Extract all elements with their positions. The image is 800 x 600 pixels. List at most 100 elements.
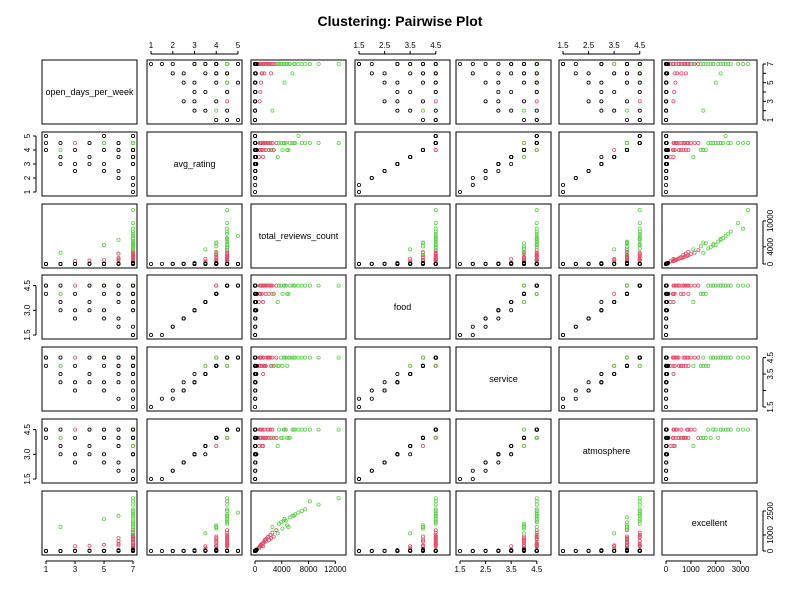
data-point — [678, 62, 683, 67]
data-point — [509, 90, 514, 95]
data-point — [408, 363, 413, 368]
data-point — [299, 140, 304, 145]
data-point — [269, 363, 274, 368]
data-point — [703, 241, 708, 246]
data-point — [170, 468, 175, 473]
data-point — [282, 80, 287, 85]
data-point — [264, 140, 269, 145]
data-point — [681, 62, 686, 67]
data-point — [116, 237, 121, 242]
data-point — [73, 460, 78, 465]
panel-food-vs-open_days_per_week — [41, 274, 138, 340]
data-point — [685, 355, 690, 360]
data-point — [271, 291, 276, 296]
y-tick-label: 4.5 — [23, 279, 32, 291]
data-point — [420, 118, 425, 123]
data-point — [691, 444, 696, 449]
data-point — [291, 140, 296, 145]
data-point — [683, 435, 688, 440]
data-point — [433, 528, 438, 533]
data-point — [599, 90, 604, 95]
data-point — [254, 308, 259, 313]
data-point — [624, 525, 629, 530]
data-point — [287, 140, 292, 145]
data-point — [706, 283, 711, 288]
y-tick-label: 1 — [23, 189, 32, 194]
data-point — [253, 388, 258, 393]
data-point — [291, 427, 296, 432]
data-point — [214, 355, 219, 360]
data-point — [637, 62, 642, 67]
data-point — [263, 291, 268, 296]
data-point — [534, 231, 539, 236]
data-point — [665, 308, 670, 313]
data-point — [254, 372, 259, 377]
panel-food-vs-excellent — [661, 274, 758, 340]
data-point — [408, 71, 413, 76]
data-point — [58, 308, 63, 313]
data-point — [534, 537, 539, 542]
data-point — [181, 99, 186, 104]
data-point — [299, 427, 304, 432]
data-point — [290, 140, 295, 145]
data-point — [509, 452, 514, 457]
data-point — [713, 427, 718, 432]
data-point — [496, 548, 501, 553]
data-point — [637, 90, 642, 95]
data-point — [673, 435, 678, 440]
data-point — [433, 508, 438, 513]
data-point — [420, 355, 425, 360]
data-point — [673, 283, 678, 288]
data-point — [685, 427, 690, 432]
data-point — [259, 80, 264, 85]
data-point — [664, 324, 669, 329]
data-point — [286, 62, 291, 67]
data-point — [116, 257, 121, 262]
y-tick-label: 1 — [766, 117, 775, 122]
data-point — [44, 140, 49, 145]
data-point — [470, 548, 475, 553]
data-point — [673, 80, 678, 85]
data-point — [87, 444, 92, 449]
data-point — [696, 355, 701, 360]
data-point — [496, 108, 501, 113]
data-point — [721, 355, 726, 360]
data-point — [683, 147, 688, 152]
data-point — [130, 221, 135, 226]
data-point — [225, 71, 230, 76]
data-point — [262, 363, 267, 368]
data-point — [214, 250, 219, 255]
data-point — [521, 546, 526, 551]
data-point — [433, 427, 438, 432]
data-point — [225, 253, 230, 258]
data-point — [261, 435, 266, 440]
data-point — [270, 291, 275, 296]
data-point — [58, 291, 63, 296]
data-point — [586, 80, 591, 85]
data-point — [225, 237, 230, 242]
data-point — [671, 62, 676, 67]
data-point — [181, 380, 186, 385]
data-point — [116, 513, 121, 518]
x-tick-label: 1.5 — [353, 41, 365, 50]
data-point — [534, 283, 539, 288]
data-point — [624, 520, 629, 525]
data-point — [275, 62, 280, 67]
data-point — [44, 355, 49, 360]
data-point — [87, 372, 92, 377]
data-point — [433, 231, 438, 236]
data-point — [698, 244, 703, 249]
data-point — [87, 283, 92, 288]
data-point — [408, 548, 413, 553]
panel-points — [356, 62, 438, 123]
data-point — [235, 261, 240, 266]
data-point — [408, 261, 413, 266]
data-point — [637, 513, 642, 518]
x-tick-label: 2000 — [707, 565, 725, 574]
data-point — [716, 435, 721, 440]
data-point — [225, 363, 230, 368]
data-point — [679, 255, 684, 260]
data-point — [253, 147, 258, 152]
panel-atmosphere-vs-service — [455, 418, 552, 484]
data-point — [102, 258, 107, 263]
